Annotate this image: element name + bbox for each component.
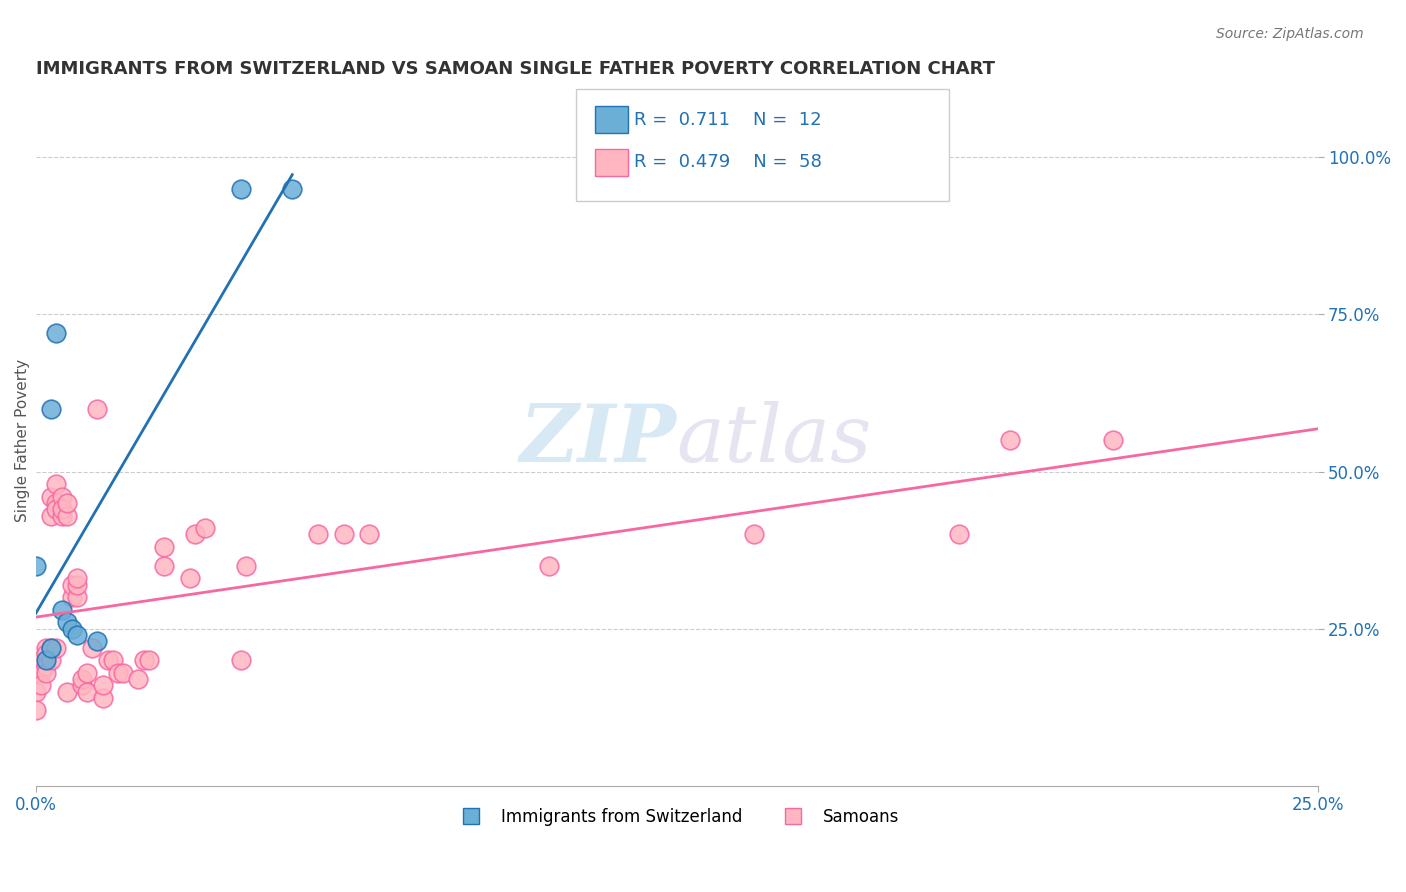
Point [76,665,98,680]
Point [25,703,48,717]
Point [138,653,160,667]
Text: IMMIGRANTS FROM SWITZERLAND VS SAMOAN SINGLE FATHER POVERTY CORRELATION CHART: IMMIGRANTS FROM SWITZERLAND VS SAMOAN SI… [37,60,995,78]
Point [25,684,48,698]
Text: ZIP: ZIP [520,401,676,479]
Point [45,326,67,341]
Point [91,690,114,705]
Text: Source: ZipAtlas.com: Source: ZipAtlas.com [1216,27,1364,41]
Point [45,640,67,655]
Point [55,684,77,698]
Point [35,665,58,680]
Point [51,508,73,523]
Point [55,615,77,630]
Point [235,558,257,573]
Point [45,496,67,510]
Point [229,182,252,196]
Point [35,659,58,673]
Point [66,577,89,591]
Point [194,521,217,535]
Point [60,591,83,605]
Point [948,527,970,541]
Point [39,640,62,655]
Point [39,508,62,523]
Point [45,477,67,491]
Point [742,527,765,541]
Point [60,622,83,636]
Point [66,591,89,605]
Point [35,647,58,661]
Point [127,672,149,686]
Point [70,672,93,686]
Point [39,653,62,667]
Point [281,182,304,196]
Point [332,527,354,541]
Point [66,571,89,585]
Y-axis label: Single Father Poverty: Single Father Poverty [15,359,31,522]
Point [153,558,176,573]
Point [82,640,104,655]
Point [307,527,329,541]
Legend: Immigrants from Switzerland, Samoans: Immigrants from Switzerland, Samoans [449,801,905,833]
Point [86,401,108,416]
Point [30,678,52,692]
Point [1101,433,1123,447]
Point [76,684,98,698]
Point [55,508,77,523]
Point [107,665,129,680]
Point [998,433,1021,447]
Point [153,540,176,554]
Text: R =  0.711    N =  12: R = 0.711 N = 12 [634,111,821,128]
Point [184,527,207,541]
Point [112,665,135,680]
Point [51,490,73,504]
Point [35,640,58,655]
Point [51,603,73,617]
Point [25,558,48,573]
Point [39,490,62,504]
Point [66,628,89,642]
Point [86,634,108,648]
Point [39,401,62,416]
Point [179,571,201,585]
Point [39,640,62,655]
Point [60,577,83,591]
Point [70,678,93,692]
Point [537,558,560,573]
Point [55,496,77,510]
Point [359,527,381,541]
Point [229,653,252,667]
Point [30,653,52,667]
Point [101,653,124,667]
Point [30,665,52,680]
Point [35,653,58,667]
Point [97,653,120,667]
Point [132,653,155,667]
Point [45,502,67,516]
Point [51,502,73,516]
Point [91,678,114,692]
Text: R =  0.479    N =  58: R = 0.479 N = 58 [634,153,823,171]
Text: atlas: atlas [676,401,872,479]
